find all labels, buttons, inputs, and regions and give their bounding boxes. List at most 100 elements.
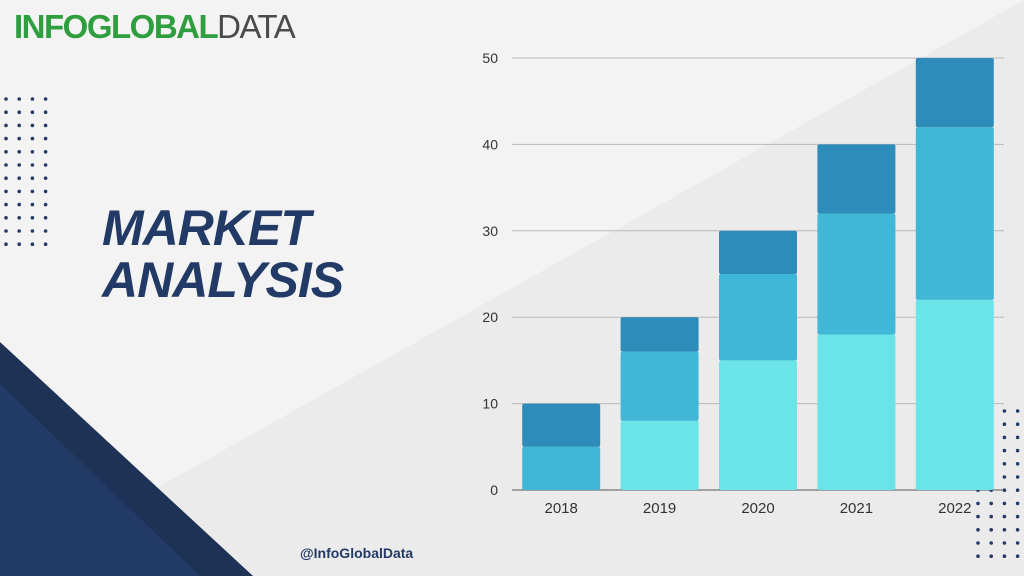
- dot: [4, 202, 8, 207]
- dot: [1002, 475, 1007, 479]
- dot: [43, 242, 48, 246]
- dot: [1015, 422, 1020, 426]
- dot: [30, 136, 35, 141]
- dot: [1002, 488, 1007, 492]
- dot: [17, 163, 22, 167]
- dot: [4, 136, 8, 141]
- dot: [17, 202, 22, 207]
- bar-segment-2018-series-2: [522, 446, 601, 490]
- title-line-2: ANALYSIS: [102, 252, 344, 308]
- dot: [43, 216, 48, 220]
- dot: [17, 110, 22, 114]
- dot: [989, 514, 993, 519]
- dot: [1002, 541, 1007, 545]
- dot: [4, 110, 8, 114]
- dot: [30, 123, 35, 128]
- dot: [17, 216, 22, 220]
- dot-grid-left: [4, 97, 48, 246]
- dot: [1015, 501, 1020, 506]
- dot: [30, 110, 35, 114]
- dot: [976, 514, 980, 519]
- dot: [1015, 435, 1020, 440]
- dot: [989, 541, 993, 545]
- dot: [4, 216, 8, 220]
- dot: [17, 176, 22, 180]
- x-tick-label: 2019: [643, 500, 676, 517]
- bar-segment-2021-series-1: [817, 334, 896, 490]
- title-line-1: MARKET: [102, 200, 311, 256]
- dot: [1015, 554, 1020, 558]
- dot: [1002, 501, 1007, 506]
- dot: [1002, 514, 1007, 519]
- dot: [1015, 528, 1020, 532]
- dot: [43, 229, 48, 233]
- dot: [43, 97, 48, 101]
- dot: [30, 216, 35, 220]
- dot: [17, 189, 22, 194]
- dot: [17, 229, 22, 233]
- dot: [43, 123, 48, 128]
- y-tick-label: 0: [490, 482, 498, 498]
- dot: [1002, 435, 1007, 440]
- dot: [1015, 541, 1020, 545]
- bar-segment-2021-series-3: [817, 144, 896, 214]
- dot: [4, 242, 8, 246]
- dot: [4, 229, 8, 233]
- dot: [4, 97, 8, 101]
- dot: [4, 123, 8, 128]
- bar-segment-2018-series-3: [522, 403, 601, 447]
- dot: [43, 110, 48, 114]
- dot: [43, 202, 48, 207]
- dot: [989, 554, 993, 558]
- dot: [17, 136, 22, 141]
- page-title: MARKET ANALYSIS: [102, 200, 344, 308]
- dot: [43, 163, 48, 167]
- brand-logo-part2: DATA: [217, 8, 296, 45]
- y-tick-label: 50: [482, 50, 498, 66]
- bar-segment-2019-series-1: [620, 420, 699, 490]
- dot: [30, 189, 35, 194]
- dot: [989, 528, 993, 532]
- dot: [17, 242, 22, 246]
- dot: [989, 501, 993, 506]
- x-tick-label: 2022: [938, 500, 971, 517]
- dot: [30, 229, 35, 233]
- dot: [30, 242, 35, 246]
- dot: [30, 150, 35, 154]
- dot: [30, 176, 35, 180]
- dot: [976, 501, 980, 506]
- dot: [17, 150, 22, 154]
- dot: [1015, 488, 1020, 492]
- bar-segment-2019-series-3: [620, 317, 699, 352]
- dot: [1002, 422, 1007, 426]
- dot: [1002, 448, 1007, 453]
- y-tick-label: 10: [482, 396, 498, 412]
- bar-segment-2020-series-1: [719, 360, 797, 490]
- bar-segment-2022-series-2: [915, 127, 994, 300]
- y-tick-label: 30: [482, 223, 498, 239]
- y-tick-label: 40: [482, 136, 498, 152]
- dot: [1015, 514, 1020, 519]
- dot: [43, 136, 48, 141]
- dot: [4, 163, 8, 167]
- brand-logo-part1: INFOGLOBAL: [14, 8, 219, 45]
- dot: [1002, 528, 1007, 532]
- bar-segment-2021-series-2: [817, 213, 896, 335]
- dot: [17, 97, 22, 101]
- dot: [30, 202, 35, 207]
- dot: [1002, 409, 1007, 413]
- dot: [43, 176, 48, 180]
- dot: [43, 189, 48, 194]
- brand-logo: INFOGLOBALDATA: [14, 8, 296, 45]
- dot: [1002, 554, 1007, 558]
- bar-segment-2020-series-3: [719, 230, 797, 274]
- bar-segment-2020-series-2: [719, 274, 797, 361]
- dot: [976, 554, 980, 558]
- dot: [1002, 462, 1007, 466]
- dot: [17, 123, 22, 128]
- dot: [976, 541, 980, 545]
- dot: [1015, 448, 1020, 453]
- x-tick-label: 2021: [840, 500, 873, 517]
- x-tick-label: 2020: [741, 500, 774, 517]
- x-tick-label: 2018: [545, 500, 578, 517]
